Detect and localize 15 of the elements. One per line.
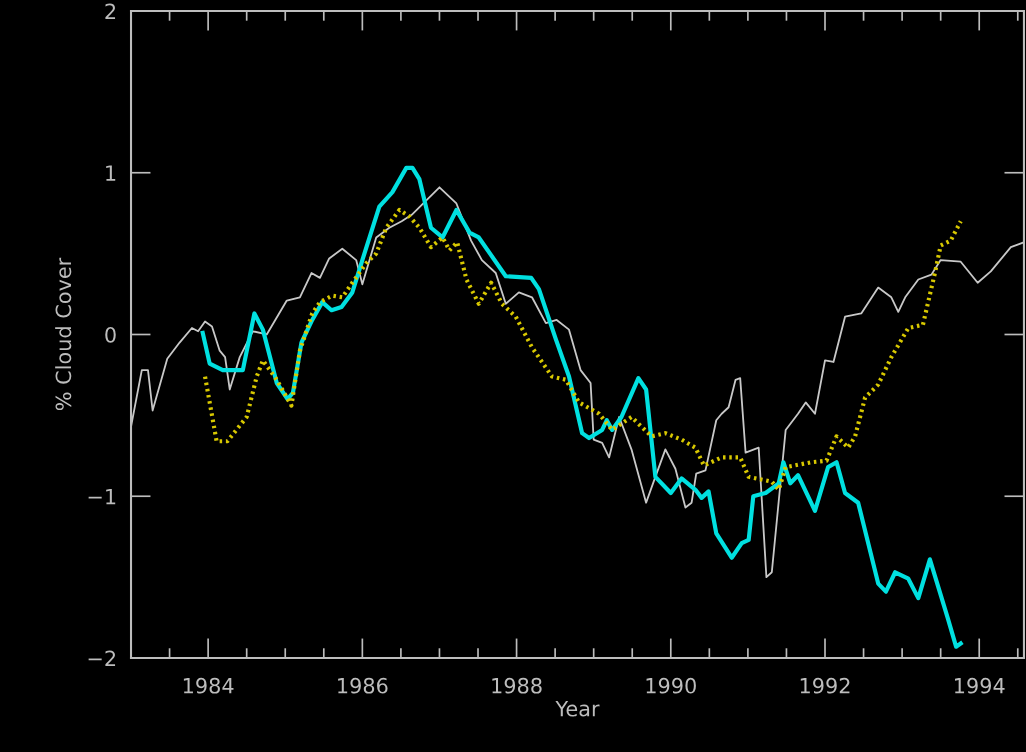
x-tick-label: 1990 bbox=[646, 677, 696, 694]
x-tick-label: 1986 bbox=[338, 677, 388, 694]
line-series bbox=[202, 207, 963, 492]
y-tick-label: −1 bbox=[88, 488, 116, 505]
y-tick-label: 1 bbox=[106, 165, 116, 181]
y-tick-label: 0 bbox=[105, 326, 116, 343]
x-tick-label: 1992 bbox=[800, 677, 850, 694]
x-tick-label: 1984 bbox=[183, 677, 234, 694]
y-tick-label: 2 bbox=[105, 3, 116, 19]
x-axis-title: Year bbox=[555, 701, 600, 717]
line-series bbox=[200, 165, 963, 649]
x-tick-label: 1994 bbox=[955, 677, 1005, 694]
y-tick-label: −2 bbox=[88, 650, 116, 666]
x-tick-label: 1988 bbox=[492, 677, 542, 694]
y-axis-title: % Cloud Cover bbox=[55, 257, 72, 411]
